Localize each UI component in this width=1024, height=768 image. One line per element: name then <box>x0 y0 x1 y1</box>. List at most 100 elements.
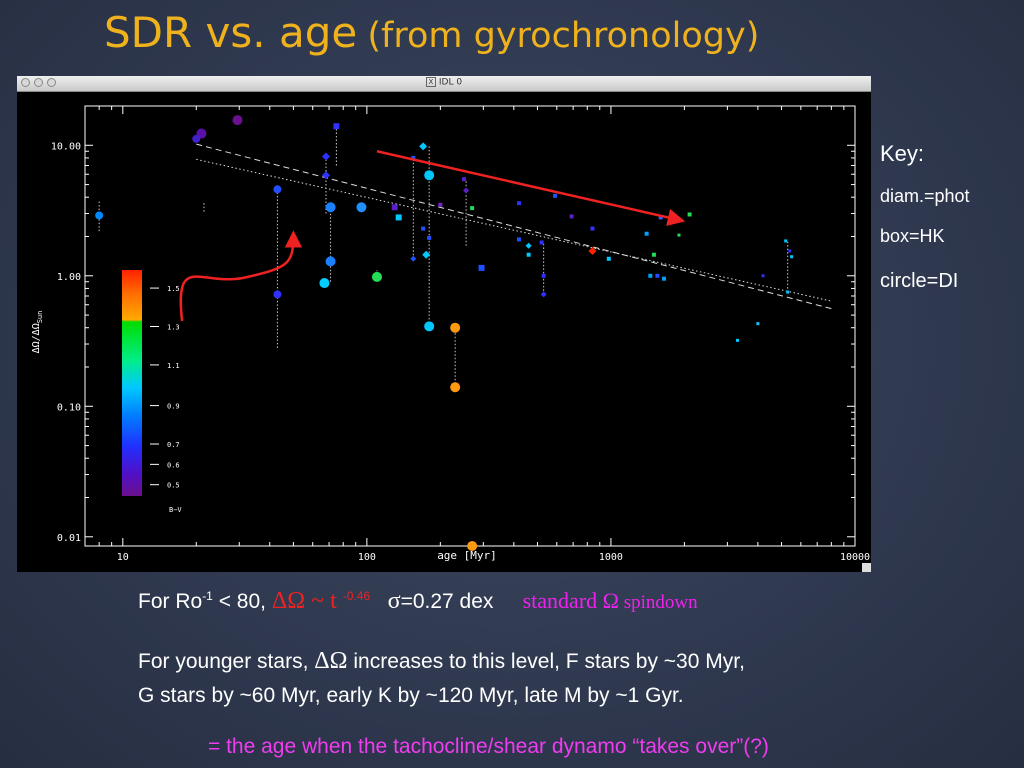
fit-summary-line: For Ro-1 < 80, ΔΩ ~ t -0.46 σ=0.27 dex s… <box>138 588 698 614</box>
data-point-diamond <box>321 171 330 180</box>
data-point-circle <box>95 211 104 220</box>
younger-stars-line-2: G stars by ~60 Myr, early K by ~120 Myr,… <box>138 684 684 707</box>
younger-stars-line-1: For younger stars, ΔΩ increases to this … <box>138 648 745 674</box>
idl-window: X IDL 0 0.01 0.10 1.00 10.00 10 100 1000 10000 <box>17 76 871 572</box>
y-tick-label: 1.00 <box>57 272 81 283</box>
data-point-square <box>606 256 611 261</box>
data-point-circle <box>467 541 478 551</box>
key-circle: circle=DI <box>880 270 959 292</box>
colorbar: 1.5 1.3 1.1 0.9 0.7 0.6 0.5 B−V <box>122 270 182 514</box>
data-point-square <box>761 274 765 278</box>
slide-title: SDR vs. age (from gyrochronology) <box>104 8 759 57</box>
colorbar-label: 0.5 <box>167 482 180 490</box>
data-point-square <box>438 202 443 207</box>
data-point-circle <box>232 115 243 126</box>
data-point-circle <box>273 185 282 194</box>
data-point-square <box>784 239 788 243</box>
data-point-circle <box>424 321 435 332</box>
data-point-square <box>478 264 485 271</box>
data-point-square <box>395 214 402 221</box>
data-point-square <box>644 231 649 236</box>
y-tick-label: 0.10 <box>57 402 81 413</box>
data-point-circle <box>424 170 435 181</box>
x-tick-label: 10000 <box>840 552 870 563</box>
x11-icon: X <box>425 77 436 87</box>
close-button[interactable] <box>21 78 30 87</box>
data-point-square <box>411 155 416 160</box>
data-point-square <box>687 212 692 217</box>
data-point-square <box>333 123 340 130</box>
data-point-square <box>427 235 432 240</box>
key-box: box=HK <box>880 226 945 246</box>
data-point-diamond <box>422 250 431 259</box>
data-point-square <box>391 204 398 211</box>
minimize-button[interactable] <box>34 78 43 87</box>
zoom-button[interactable] <box>47 78 56 87</box>
y-axis-label-sub: Sun <box>36 311 44 324</box>
data-point-square <box>756 322 760 326</box>
data-point-square <box>516 237 521 242</box>
colorbar-label: 1.3 <box>167 324 180 332</box>
data-point-circle <box>450 322 461 333</box>
data-point-square <box>461 177 466 182</box>
y-tick-label: 10.00 <box>51 141 81 152</box>
data-point-diamond <box>525 242 532 249</box>
arrow-straight <box>376 150 686 226</box>
data-point-square <box>553 193 558 198</box>
data-point-square <box>662 276 667 281</box>
colorbar-label: 0.6 <box>167 461 180 469</box>
window-titlebar[interactable]: X IDL 0 <box>17 76 871 92</box>
x-tick-label: 10 <box>117 552 129 563</box>
data-point-square <box>526 252 531 257</box>
data-point-square <box>677 233 681 237</box>
key-title: Key: <box>880 141 925 166</box>
data-point-square <box>658 215 663 220</box>
resize-grip[interactable] <box>862 563 871 572</box>
slide-title-main: SDR vs. age <box>104 8 358 57</box>
data-point-square <box>790 255 794 259</box>
data-point-square <box>516 201 521 206</box>
x-tick-label: 1000 <box>599 552 623 563</box>
data-point-square <box>786 290 790 294</box>
data-point-square <box>655 273 660 278</box>
key-diameter: diam.=phot <box>880 186 970 206</box>
chart-plot: 0.01 0.10 1.00 10.00 10 100 1000 10000 age [My… <box>31 105 870 563</box>
data-point-square <box>648 273 653 278</box>
colorbar-labels: 1.5 1.3 1.1 0.9 0.7 0.6 0.5 <box>150 285 180 490</box>
fit-line-dotted <box>196 158 832 302</box>
data-point-square <box>421 226 426 231</box>
colorbar-label: 0.7 <box>167 441 180 449</box>
data-point-circle <box>319 278 330 289</box>
slide-title-sub: (from gyrochronology) <box>367 16 760 56</box>
data-point-diamond <box>463 187 470 194</box>
x-axis-label: age [Myr] <box>437 549 497 562</box>
colorbar-label: 0.9 <box>167 403 180 411</box>
data-point-square <box>735 338 739 342</box>
data-point-circle <box>450 382 461 393</box>
data-point-circle <box>371 271 382 282</box>
y-axis-label: ΔΩ/ΔΩSun <box>31 311 44 354</box>
window-title: X IDL 0 <box>17 77 871 88</box>
data-point-square <box>590 226 595 231</box>
data-point-square <box>651 252 656 257</box>
colorbar-label: 1.5 <box>167 285 180 293</box>
data-point-diamond <box>540 291 547 298</box>
data-point-circle <box>325 202 336 213</box>
window-title-text: IDL 0 <box>438 77 463 88</box>
fit-lines <box>196 143 832 310</box>
fit-line-dashed <box>196 143 832 310</box>
colorbar-title: B−V <box>169 506 182 514</box>
x-tick-label: 100 <box>358 552 376 563</box>
data-point-circle <box>273 290 282 299</box>
data-point-square <box>541 273 546 278</box>
data-point-square <box>539 240 544 245</box>
data-point-square <box>569 214 574 219</box>
data-points <box>95 115 794 551</box>
data-point-circle <box>325 256 336 267</box>
arrows <box>179 150 686 322</box>
y-ticks: 0.01 0.10 1.00 10.00 <box>51 105 855 544</box>
colorbar-label: 1.1 <box>167 362 180 370</box>
data-point-square <box>470 206 475 211</box>
data-point-diamond <box>410 255 417 262</box>
error-bars <box>98 126 789 388</box>
